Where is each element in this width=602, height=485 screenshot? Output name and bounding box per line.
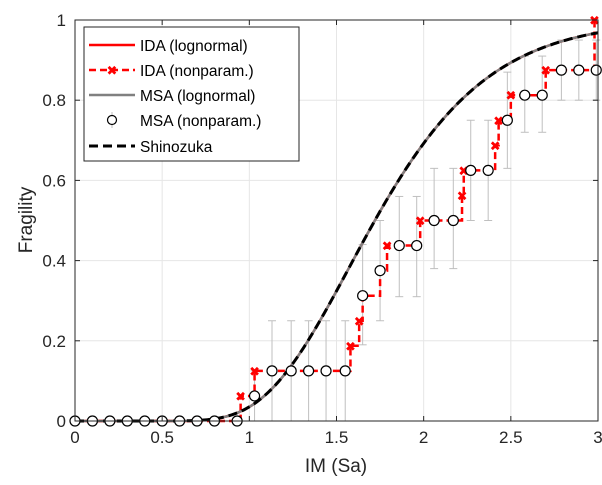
- y-tick-label: 0.6: [42, 171, 66, 190]
- msa-errorbars: [250, 39, 601, 422]
- msa-nonparam-marker: [555, 64, 567, 76]
- x-tick-label: 0: [70, 428, 79, 447]
- legend: ✖ IDA (lognormal) IDA (nonparam.) MSA (l…: [83, 26, 300, 162]
- x-tick-label: 2: [419, 428, 428, 447]
- ida-nonparam-marker: ✖: [345, 340, 356, 355]
- x-tick-label: 1.5: [325, 428, 349, 447]
- msa-nonparam-marker: [411, 239, 423, 252]
- y-tick-label: 0.4: [42, 252, 66, 271]
- legend-swatch-ida-nonparam-marker: ✖: [107, 64, 118, 79]
- ida-nonparam-marker: ✖: [382, 240, 393, 255]
- y-tick-label: 0.2: [42, 332, 66, 351]
- x-tick-label: 1: [245, 428, 254, 447]
- msa-nonparam-marker: [339, 365, 351, 377]
- msa-nonparam-marker: [428, 214, 440, 227]
- legend-label-shinozuka: Shinozuka: [140, 139, 213, 156]
- ida-nonparam-marker: ✖: [540, 64, 551, 79]
- ticks: 0 0.5 1 1.5 2 2.5 3 0 0.2 0.4 0.6 0.8 1: [42, 11, 602, 447]
- msa-nonparam-marker: [573, 64, 585, 76]
- markers: ✖✖✖✖✖✖✖✖✖✖✖✖✖✖✖: [69, 14, 602, 427]
- ida-nonparam-marker: ✖: [457, 189, 468, 204]
- msa-nonparam-marker: [482, 164, 494, 176]
- ida-nonparam-marker: ✖: [354, 315, 365, 330]
- msa-nonparam-marker: [447, 214, 459, 227]
- ida-nonparam-marker: ✖: [415, 215, 426, 230]
- x-tick-label: 2.5: [499, 428, 523, 447]
- y-tick-label: 1: [57, 11, 66, 30]
- series-ida-nonparam-line: [75, 18, 598, 423]
- y-tick-label: 0.8: [42, 91, 66, 110]
- msa-nonparam-marker: [248, 390, 261, 402]
- msa-nonparam-marker: [303, 365, 315, 377]
- legend-label-ida-lognormal: IDA (lognormal): [140, 38, 248, 55]
- msa-nonparam-marker: [590, 64, 602, 76]
- msa-nonparam-marker: [501, 114, 513, 126]
- msa-nonparam-marker: [320, 365, 332, 377]
- ida-nonparam-marker: ✖: [505, 89, 516, 104]
- msa-nonparam-marker: [536, 89, 548, 101]
- msa-nonparam-marker: [393, 239, 405, 252]
- legend-label-msa-lognormal: MSA (lognormal): [140, 88, 255, 105]
- y-tick-label: 0: [57, 412, 66, 431]
- msa-nonparam-marker: [357, 290, 369, 302]
- legend-label-msa-nonparam: MSA (nonparam.): [140, 113, 261, 130]
- y-axis-title: Fragility: [16, 186, 37, 253]
- ida-nonparam-marker: ✖: [490, 139, 501, 154]
- x-tick-label: 3: [593, 428, 602, 447]
- legend-label-ida-nonparam: IDA (nonparam.): [140, 63, 254, 80]
- msa-nonparam-marker: [519, 89, 531, 101]
- ida-nonparam-marker: ✖: [589, 14, 600, 29]
- ida-nonparam-marker: ✖: [235, 390, 246, 405]
- msa-nonparam-marker: [266, 365, 278, 377]
- x-axis-title: IM (Sa): [305, 456, 367, 477]
- msa-nonparam-marker: [285, 365, 297, 377]
- msa-nonparam-marker: [374, 265, 386, 277]
- ida-nonparam-marker: ✖: [458, 164, 469, 179]
- ida-nonparam-marker: ✖: [249, 365, 260, 380]
- legend-swatch-msa-nonparam: [106, 114, 118, 126]
- x-tick-label: 0.5: [150, 428, 174, 447]
- msa-nonparam-marker: [465, 164, 477, 176]
- ida-nonparam-marker: ✖: [493, 114, 504, 129]
